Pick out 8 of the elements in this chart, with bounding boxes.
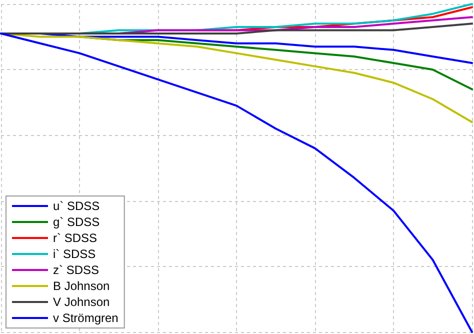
legend-label: B Johnson — [53, 279, 110, 293]
legend-label: r` SDSS — [53, 231, 98, 245]
legend-label: V Johnson — [53, 295, 110, 309]
legend-label: v Strömgren — [53, 311, 118, 325]
legend-label: u` SDSS — [53, 199, 100, 213]
legend-label: i` SDSS — [53, 247, 96, 261]
legend-label: g` SDSS — [53, 215, 100, 229]
legend-label: z` SDSS — [53, 263, 100, 277]
